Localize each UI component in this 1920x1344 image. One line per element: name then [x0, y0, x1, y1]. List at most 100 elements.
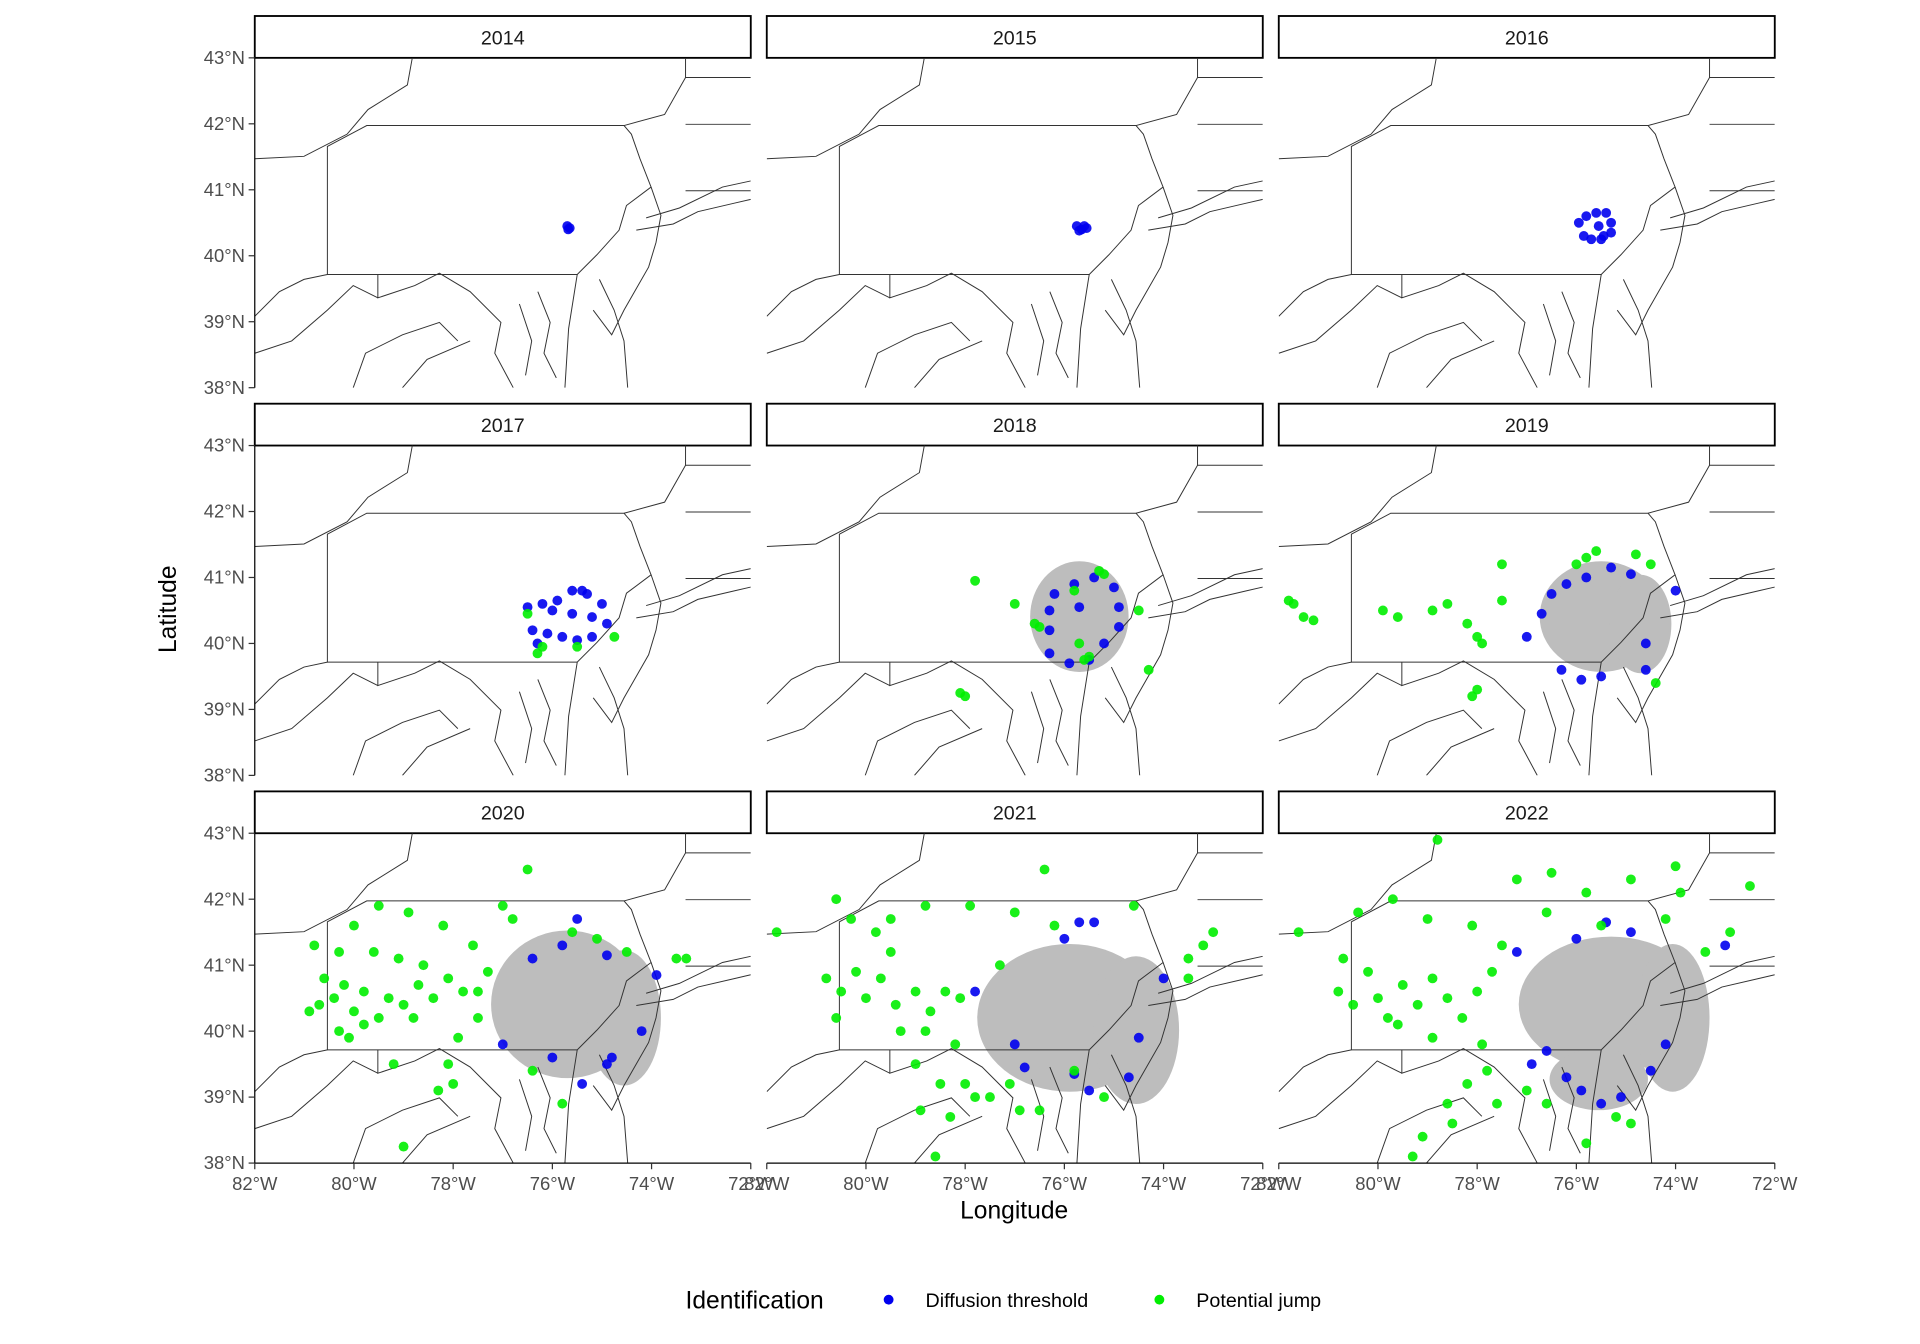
point: [1601, 207, 1612, 218]
point: [1049, 920, 1060, 931]
point: [1546, 867, 1557, 878]
point: [1467, 920, 1478, 931]
point: [1487, 966, 1497, 977]
point: [572, 914, 583, 924]
point: [1427, 973, 1438, 984]
point: [861, 993, 871, 1004]
strip: [253, 15, 752, 59]
x-tick-label: 82°W: [232, 1173, 278, 1194]
point: [1442, 993, 1453, 1004]
point: [1581, 572, 1592, 583]
x-tick-label: 80°W: [331, 1173, 377, 1194]
point: [1745, 881, 1755, 891]
x-tick-label: 82°W: [1256, 1173, 1302, 1194]
occupied-area: [1635, 944, 1710, 1092]
y-tick-label: 41°N: [204, 567, 245, 588]
point: [885, 914, 896, 924]
point: [950, 1039, 961, 1050]
point: [1363, 966, 1373, 977]
point: [1089, 917, 1100, 928]
point: [1626, 874, 1636, 885]
point: [1670, 861, 1681, 872]
point: [547, 605, 558, 616]
point: [522, 864, 533, 875]
point: [1059, 933, 1070, 944]
y-tick-label: 41°N: [204, 954, 245, 975]
strip: [1277, 790, 1776, 835]
point: [920, 1026, 931, 1037]
point: [602, 950, 612, 961]
point: [1442, 598, 1453, 609]
point: [621, 947, 632, 957]
point: [1591, 207, 1602, 218]
panel: 82°W 80°W 78°W 76°W 74°W 72°W: [1256, 833, 1798, 1194]
legend-title: Identification: [686, 1287, 824, 1314]
strip-label: 2018: [993, 415, 1037, 437]
point: [1333, 986, 1344, 997]
point: [970, 575, 981, 586]
point: [602, 618, 612, 629]
occupied-area: [1092, 956, 1180, 1104]
strip-label: 2016: [1505, 27, 1549, 49]
point: [1556, 664, 1567, 675]
panel-clip: [254, 57, 751, 388]
occupied-area: [587, 950, 661, 1086]
x-tick-label: 74°W: [1653, 1173, 1699, 1194]
point: [602, 1059, 612, 1070]
point: [314, 999, 325, 1010]
point: [1626, 569, 1636, 580]
point: [1034, 1105, 1045, 1116]
point: [1044, 648, 1055, 659]
point: [915, 1105, 926, 1116]
point: [681, 953, 692, 964]
point: [1576, 1085, 1587, 1096]
x-tick-label: 72°W: [728, 1173, 774, 1194]
point: [522, 608, 533, 619]
point: [1660, 1039, 1671, 1050]
y-tick-label: 40°N: [204, 633, 245, 654]
point: [1497, 595, 1507, 606]
legend-label: Potential jump: [1196, 1290, 1321, 1312]
x-tick-label: 76°W: [1042, 1173, 1088, 1194]
point: [1432, 834, 1443, 845]
point: [1074, 917, 1085, 928]
point: [1293, 927, 1304, 938]
basemap: [1278, 445, 1775, 776]
point: [875, 973, 886, 984]
point: [304, 1006, 315, 1017]
point: [339, 980, 349, 990]
point: [507, 914, 518, 924]
point: [398, 999, 409, 1010]
point: [1541, 1098, 1552, 1109]
point: [1392, 1019, 1403, 1030]
point: [1208, 927, 1219, 938]
point: [577, 585, 588, 596]
point: [547, 1052, 558, 1063]
point: [1573, 217, 1584, 228]
point: [1049, 589, 1060, 599]
legend-marker: [1154, 1294, 1165, 1305]
point: [1457, 1013, 1468, 1023]
point: [1044, 625, 1055, 636]
strip-label: 2020: [481, 803, 525, 825]
y-tick-label: 38°N: [204, 1152, 245, 1173]
point: [1581, 552, 1592, 563]
strip: [1277, 402, 1776, 447]
point: [1183, 973, 1194, 984]
point: [1442, 1098, 1453, 1109]
point: [935, 1078, 946, 1089]
point: [1417, 1131, 1428, 1142]
point: [1492, 1098, 1502, 1109]
point: [1650, 678, 1661, 688]
point: [1081, 223, 1092, 233]
x-tick-label: 80°W: [1355, 1173, 1401, 1194]
point: [1578, 231, 1589, 241]
x-tick-label: 78°W: [1455, 1173, 1501, 1194]
point: [443, 973, 454, 984]
strip: [765, 402, 1264, 447]
point: [609, 631, 620, 642]
strip: [253, 790, 752, 835]
panel-clip: [766, 57, 1263, 388]
point: [1348, 999, 1359, 1010]
